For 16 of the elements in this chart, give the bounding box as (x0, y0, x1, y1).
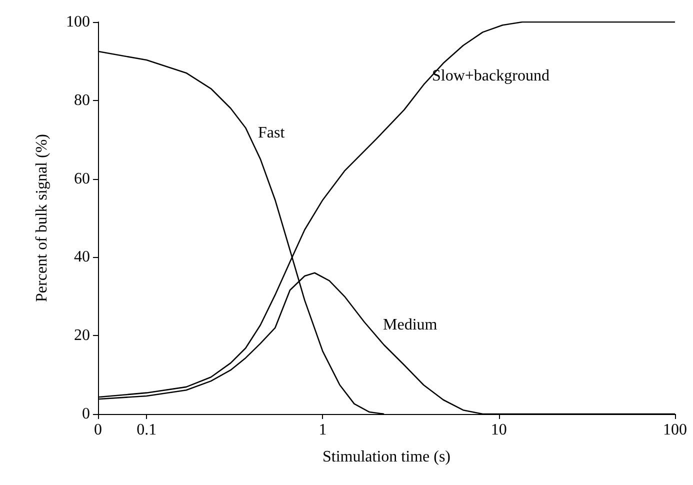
y-tick-label: 40 (74, 248, 90, 266)
x-tick-label: 10 (490, 422, 507, 438)
y-tick-label: 80 (74, 92, 90, 109)
series-label: Medium (383, 316, 438, 334)
x-tick-label: 0.1 (136, 422, 157, 438)
y-axis-title: Percent of bulk signal (%) (34, 134, 50, 302)
y-tick-label: 0 (82, 406, 90, 422)
y-tick-label: 100 (66, 14, 90, 30)
y-tick-label: 20 (74, 327, 90, 344)
series-label: Fast (258, 124, 286, 142)
x-tick-label: 100 (663, 422, 687, 438)
x-axis-title: Stimulation time (s) (322, 448, 450, 466)
x-tick-label: 0 (94, 422, 102, 438)
y-tick-label: 60 (74, 170, 90, 188)
series-label: Slow+background (432, 68, 550, 84)
x-tick-label: 1 (318, 422, 327, 438)
